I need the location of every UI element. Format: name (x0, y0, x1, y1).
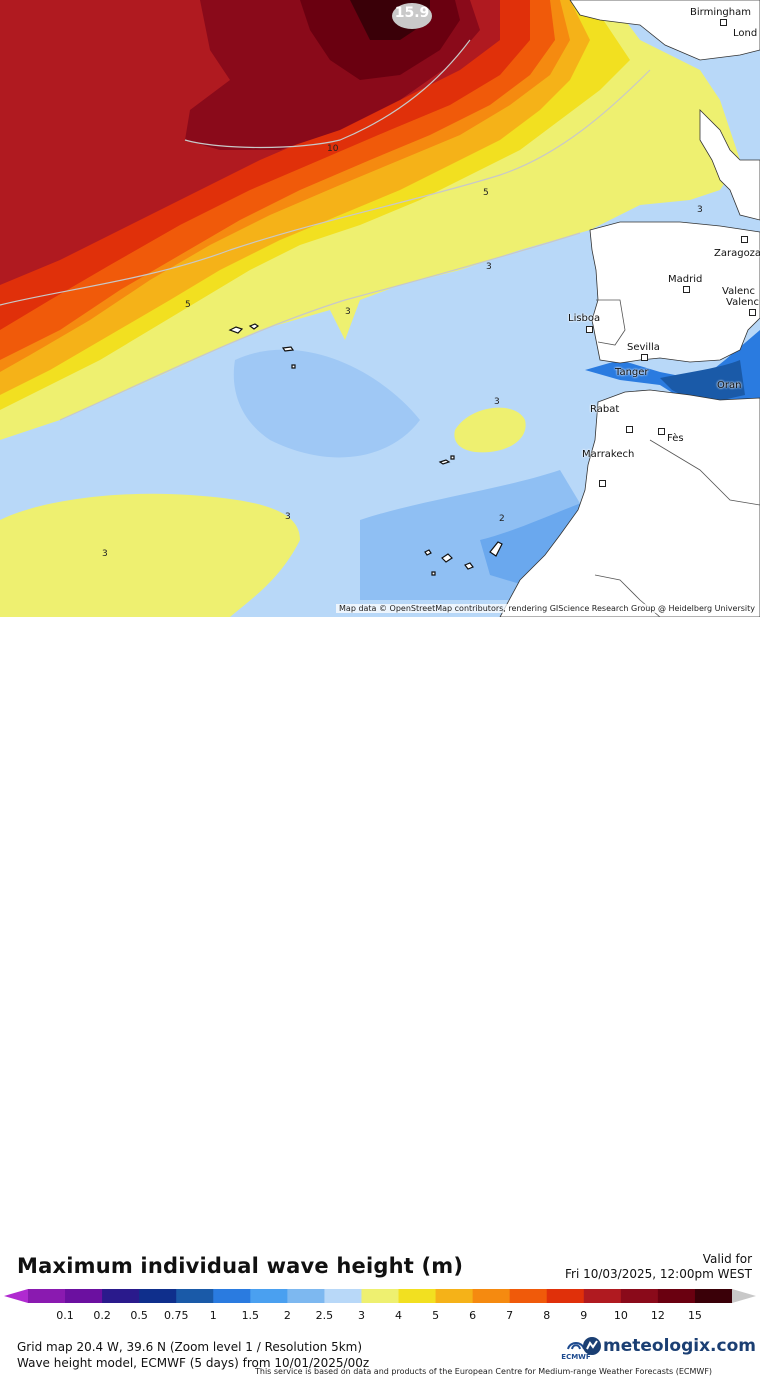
city-label-rabat: Rabat (590, 404, 620, 415)
scale-label: 2 (284, 1309, 291, 1322)
city-label-fes: Fès (667, 433, 684, 444)
scale-swatch (509, 1289, 548, 1303)
scale-label: 6 (469, 1309, 476, 1322)
scale-swatch (176, 1289, 214, 1303)
scale-label: 0.5 (130, 1309, 148, 1322)
contour-label: 3 (486, 262, 492, 272)
city-marker (641, 354, 648, 361)
scale-swatch (583, 1289, 622, 1303)
scale-label: 9 (580, 1309, 587, 1322)
city-label-oran: Oran (717, 380, 742, 391)
scale-swatch (65, 1289, 103, 1303)
scale-swatch (324, 1289, 362, 1303)
valid-label: Valid for (702, 1252, 752, 1266)
city-label-lisboa: Lisboa (568, 313, 601, 324)
city-marker (741, 236, 748, 243)
meteologix-icon (582, 1336, 602, 1360)
wave-height-map[interactable]: 15.9 10 5 3 3 3 3 5 3 3 2 Birmingham Lon… (0, 0, 760, 617)
city-label-valencia-2: Valenc (726, 297, 759, 308)
contour-label: 10 (327, 144, 339, 154)
city-marker (599, 480, 606, 487)
max-value-badge: 15.9 (392, 3, 432, 29)
city-label-tanger: Tanger (615, 367, 649, 378)
scale-label: 15 (688, 1309, 702, 1322)
contour-label: 5 (483, 188, 489, 198)
contour-label: 2 (499, 514, 505, 524)
scale-swatch (361, 1289, 400, 1303)
scale-swatch (657, 1289, 696, 1303)
color-scale: 0.1 0.2 0.5 0.75 1 1.5 2 2.5 3 4 5 6 7 8 9 10 12 15 (4, 1289, 756, 1322)
contour-label: 3 (102, 549, 108, 559)
city-marker (586, 326, 593, 333)
city-marker (749, 309, 756, 316)
scale-swatch (472, 1289, 511, 1303)
grid-info: Grid map 20.4 W, 39.6 N (Zoom level 1 / … (17, 1340, 363, 1354)
scale-swatch (694, 1289, 733, 1303)
scale-label: 12 (651, 1309, 665, 1322)
city-label-sevilla: Sevilla (627, 342, 660, 353)
scale-swatch (435, 1289, 474, 1303)
scale-label: 10 (614, 1309, 628, 1322)
meteologix-logo[interactable]: meteologix.com (603, 1336, 756, 1356)
valid-time: Fri 10/03/2025, 12:00pm WEST (564, 1267, 752, 1281)
city-label-zaragoza: Zaragoza (714, 248, 760, 259)
scale-label: 5 (432, 1309, 439, 1322)
scale-swatch (250, 1289, 288, 1303)
scale-label: 0.2 (93, 1309, 111, 1322)
scale-swatch (546, 1289, 585, 1303)
map-canvas (0, 0, 760, 617)
city-marker (683, 286, 690, 293)
map-attribution[interactable]: Map data © OpenStreetMap contributors, r… (336, 604, 758, 613)
map-title: Maximum individual wave height (m) (17, 1254, 464, 1278)
scale-swatch (28, 1289, 66, 1303)
scale-label: 8 (543, 1309, 550, 1322)
scale-label: 2.5 (316, 1309, 334, 1322)
contour-label: 3 (697, 205, 703, 215)
scale-swatch (398, 1289, 437, 1303)
city-label-birmingham: Birmingham (690, 7, 751, 18)
legend-footer: Maximum individual wave height (m) Valid… (0, 617, 760, 1376)
scale-swatch (139, 1289, 177, 1303)
city-marker (720, 19, 727, 26)
scale-swatch (620, 1289, 659, 1303)
city-label-london: Lond (733, 28, 758, 39)
scale-label: 1 (210, 1309, 217, 1322)
scale-arrow-low (4, 1289, 28, 1303)
scale-label: 3 (358, 1309, 365, 1322)
contour-label: 3 (285, 512, 291, 522)
contour-label: 5 (185, 300, 191, 310)
city-label-valencia: Valenc (722, 286, 755, 297)
city-label-marrakech: Marrakech (582, 449, 635, 460)
scale-label: 0.75 (164, 1309, 189, 1322)
scale-label: 1.5 (242, 1309, 260, 1322)
city-marker (658, 428, 665, 435)
scale-arrow-high (732, 1289, 756, 1303)
ecmwf-disclaimer: This service is based on data and produc… (255, 1367, 713, 1376)
scale-swatch (287, 1289, 325, 1303)
contour-label: 3 (345, 307, 351, 317)
scale-label: 0.1 (56, 1309, 74, 1322)
scale-swatch (213, 1289, 251, 1303)
city-marker (626, 426, 633, 433)
contour-label: 3 (494, 397, 500, 407)
scale-label: 7 (506, 1309, 513, 1322)
scale-label: 4 (395, 1309, 402, 1322)
scale-swatch (102, 1289, 140, 1303)
city-label-madrid: Madrid (668, 274, 703, 285)
